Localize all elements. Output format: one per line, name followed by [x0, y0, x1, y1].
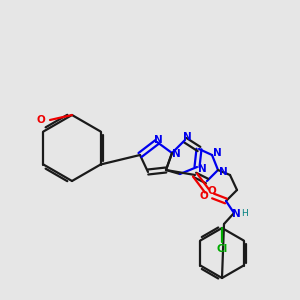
Text: H: H: [241, 209, 248, 218]
Text: N: N: [232, 209, 240, 219]
Text: N: N: [219, 167, 227, 177]
Text: N: N: [213, 148, 221, 158]
Text: N: N: [183, 132, 191, 142]
Text: O: O: [208, 186, 216, 196]
Text: Cl: Cl: [216, 244, 228, 254]
Text: N: N: [154, 135, 162, 145]
Text: O: O: [36, 115, 45, 125]
Text: N: N: [198, 164, 206, 174]
Text: O: O: [199, 191, 208, 201]
Text: N: N: [172, 149, 180, 159]
